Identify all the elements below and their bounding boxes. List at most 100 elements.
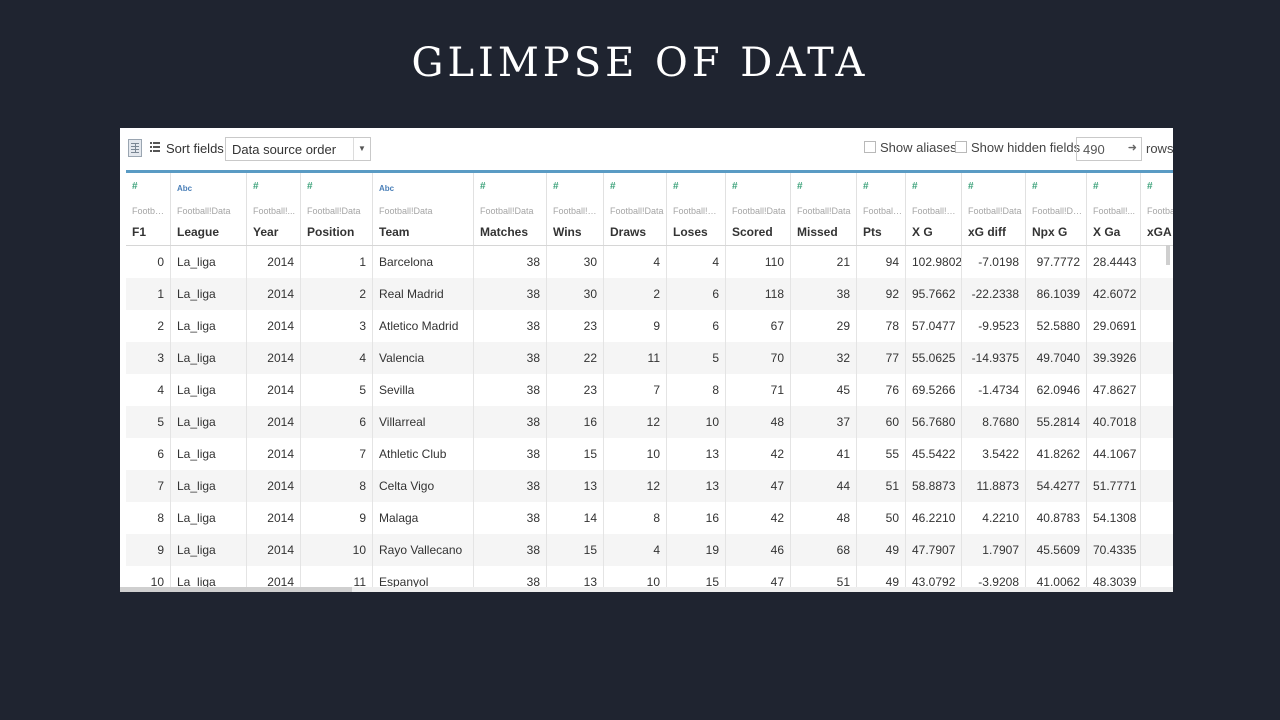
- table-cell: 2014: [247, 502, 301, 534]
- column-name[interactable]: xGA d: [1147, 225, 1173, 239]
- column-header[interactable]: # Football!Da... Loses: [667, 173, 726, 245]
- number-type-icon[interactable]: #: [480, 181, 486, 192]
- table-row: 1 La_liga 2014 2 Real Madrid 38 30 2 6 118 38 92 95.…: [126, 278, 1173, 310]
- table-cell: 41: [791, 438, 857, 470]
- number-type-icon[interactable]: #: [553, 181, 559, 192]
- table-cell: 38: [791, 278, 857, 310]
- column-header[interactable]: # Football!... Pts: [857, 173, 906, 245]
- column-header[interactable]: # Football!Data Scored: [726, 173, 791, 245]
- column-header[interactable]: # Football!D... X G: [906, 173, 962, 245]
- column-name[interactable]: Npx G: [1032, 225, 1068, 239]
- table-cell: -1.4734: [962, 374, 1026, 406]
- table-cell: 47: [726, 566, 791, 592]
- column-header[interactable]: # Footba xGA d: [1141, 173, 1173, 245]
- table-cell: 3.5422: [962, 438, 1026, 470]
- column-name[interactable]: Pts: [863, 225, 882, 239]
- table-cell: 5: [667, 342, 726, 374]
- column-name[interactable]: Year: [253, 225, 279, 239]
- table-cell: 4: [604, 246, 667, 278]
- rows-go-icon[interactable]: ➜: [1127, 142, 1137, 154]
- column-name[interactable]: Wins: [553, 225, 582, 239]
- number-type-icon[interactable]: #: [863, 181, 869, 192]
- data-grid: # Footbal... F1 Abc Football!Data League # Foot…: [126, 173, 1173, 592]
- table-cell: 8: [126, 502, 171, 534]
- column-name[interactable]: Scored: [732, 225, 773, 239]
- column-name[interactable]: X G: [912, 225, 933, 239]
- table-cell: 21: [791, 246, 857, 278]
- column-header[interactable]: # Football!... X Ga: [1087, 173, 1141, 245]
- show-hidden-fields-label[interactable]: Show hidden fields: [971, 140, 1081, 155]
- table-cell: 46.2210: [906, 502, 962, 534]
- grid-view-icon[interactable]: [128, 139, 142, 157]
- column-name[interactable]: Position: [307, 225, 355, 239]
- number-type-icon[interactable]: #: [912, 181, 918, 192]
- column-name[interactable]: Matches: [480, 225, 529, 239]
- show-hidden-fields-checkbox[interactable]: [955, 141, 967, 153]
- number-type-icon[interactable]: #: [1147, 181, 1153, 192]
- table-cell: 71: [726, 374, 791, 406]
- number-type-icon[interactable]: #: [307, 181, 313, 192]
- column-source: Football!...: [253, 206, 296, 216]
- number-type-icon[interactable]: #: [253, 181, 259, 192]
- column-header[interactable]: # Football!Data Npx G: [1026, 173, 1087, 245]
- table-cell: 10: [301, 534, 373, 566]
- table-cell: 48: [726, 406, 791, 438]
- show-aliases-checkbox[interactable]: [864, 141, 876, 153]
- string-type-icon[interactable]: Abc: [177, 184, 193, 193]
- number-type-icon[interactable]: #: [610, 181, 616, 192]
- table-cell: 38: [474, 566, 547, 592]
- rows-count-input[interactable]: 490 ➜: [1076, 137, 1142, 161]
- table-cell: 4: [604, 534, 667, 566]
- number-type-icon[interactable]: #: [797, 181, 803, 192]
- horizontal-scrollbar-thumb[interactable]: [120, 587, 352, 592]
- column-header[interactable]: # Football!... Year: [247, 173, 301, 245]
- column-name[interactable]: X Ga: [1093, 225, 1121, 239]
- column-header[interactable]: Abc Football!Data Team: [373, 173, 474, 245]
- column-header[interactable]: # Football!D... Wins: [547, 173, 604, 245]
- table-cell: 44.1067: [1087, 438, 1141, 470]
- column-source: Football!...: [863, 206, 903, 216]
- show-aliases-label[interactable]: Show aliases: [880, 140, 957, 155]
- column-header[interactable]: Abc Football!Data League: [171, 173, 247, 245]
- number-type-icon[interactable]: #: [732, 181, 738, 192]
- number-type-icon[interactable]: #: [673, 181, 679, 192]
- number-type-icon[interactable]: #: [968, 181, 974, 192]
- column-name[interactable]: League: [177, 225, 220, 239]
- column-source: Football!Data: [968, 206, 1022, 216]
- table-cell: 38: [474, 438, 547, 470]
- number-type-icon[interactable]: #: [132, 181, 138, 192]
- column-header[interactable]: # Football!Data Missed: [791, 173, 857, 245]
- table-cell: [1141, 438, 1173, 470]
- column-source: Footba: [1147, 206, 1173, 216]
- column-header[interactable]: # Footbal... F1: [126, 173, 171, 245]
- slide-title: GLIMPSE OF DATA: [411, 40, 869, 86]
- number-type-icon[interactable]: #: [1093, 181, 1099, 192]
- column-name[interactable]: Loses: [673, 225, 708, 239]
- table-cell: 19: [667, 534, 726, 566]
- grid-toolbar: Sort fields Data source order ▼ Show ali…: [120, 128, 1173, 170]
- table-cell: 50: [857, 502, 906, 534]
- column-header[interactable]: # Football!Data Draws: [604, 173, 667, 245]
- column-name[interactable]: Missed: [797, 225, 838, 239]
- vertical-scrollbar-thumb[interactable]: [1166, 245, 1170, 265]
- column-name[interactable]: Draws: [610, 225, 647, 239]
- horizontal-scrollbar-track[interactable]: [120, 587, 1173, 592]
- table-cell: Sevilla: [373, 374, 474, 406]
- table-cell: [1141, 310, 1173, 342]
- column-header[interactable]: # Football!Data Position: [301, 173, 373, 245]
- table-cell: 51: [791, 566, 857, 592]
- column-header[interactable]: # Football!Data xG diff: [962, 173, 1026, 245]
- column-header[interactable]: # Football!Data Matches: [474, 173, 547, 245]
- column-name[interactable]: F1: [132, 225, 147, 239]
- list-view-icon[interactable]: [150, 142, 160, 153]
- column-name[interactable]: xG diff: [968, 225, 1006, 239]
- table-cell: 77: [857, 342, 906, 374]
- column-name[interactable]: Team: [379, 225, 410, 239]
- table-cell: [1141, 502, 1173, 534]
- number-type-icon[interactable]: #: [1032, 181, 1038, 192]
- sort-fields-select[interactable]: Data source order ▼: [225, 137, 371, 161]
- table-cell: 78: [857, 310, 906, 342]
- dropdown-arrow-icon[interactable]: ▼: [353, 138, 370, 160]
- string-type-icon[interactable]: Abc: [379, 184, 395, 193]
- table-cell: 38: [474, 374, 547, 406]
